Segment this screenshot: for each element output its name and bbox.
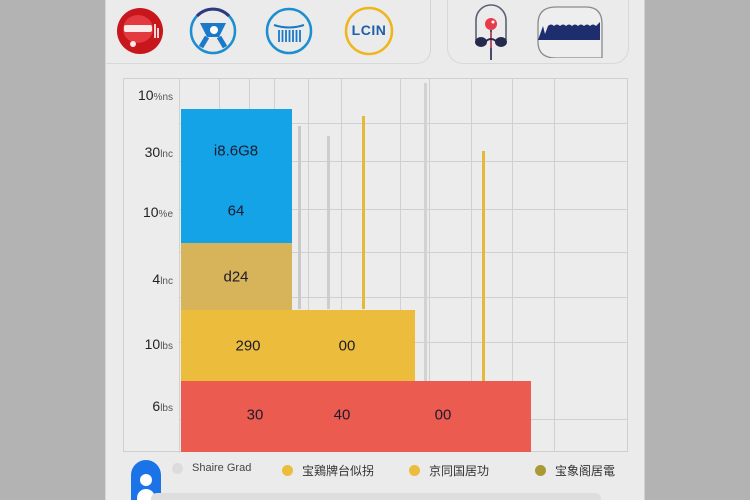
legend-item[interactable]: 宝象阁居電 — [535, 462, 615, 479]
bar-yellow[interactable]: 290 00 — [181, 310, 415, 381]
grid-line — [180, 123, 628, 124]
grid-line — [554, 79, 555, 451]
y-tick: 10lbs — [144, 336, 173, 352]
bar-label: 64 — [227, 202, 245, 220]
y-tick: 4lnc — [152, 271, 173, 287]
legend-label: Shaire Grad — [192, 462, 252, 474]
bar-label: 00 — [434, 406, 452, 424]
y-axis: 10%ns 30lnc 10%e 4lnc 10lbs 6lbs — [124, 79, 180, 453]
y-tick: 30lnc — [144, 144, 173, 160]
grid-line — [308, 79, 309, 451]
bar-label: i8.6G8 — [213, 142, 259, 160]
y-tick: 10%e — [142, 204, 173, 220]
bar-red[interactable]: 30 40 00 — [181, 381, 531, 452]
blue-bowl-button[interactable] — [188, 6, 238, 56]
legend-item[interactable]: 京同国居功 — [409, 462, 489, 479]
toolbar-group-left: LCIN — [106, 0, 431, 64]
bar-blue[interactable]: i8.6G8 64 — [181, 109, 292, 243]
lcin-label: LCIN — [351, 22, 387, 38]
reference-line — [298, 126, 301, 309]
grid-line — [180, 209, 628, 210]
blue-bowl-icon — [188, 6, 238, 56]
legend-dot — [172, 462, 183, 474]
grid-line — [429, 79, 430, 451]
legend-dot — [282, 465, 293, 476]
pin-lamp-button[interactable] — [466, 4, 516, 60]
red-bucket-button[interactable] — [116, 6, 166, 56]
legend-dot — [535, 465, 546, 476]
lcin-badge-icon: LCIN — [344, 6, 394, 56]
bar-khaki[interactable]: d24 — [181, 243, 292, 310]
chart-card: LCIN — [105, 0, 645, 500]
y-tick: 10%ns — [137, 87, 173, 103]
wave-panel-icon — [534, 4, 606, 58]
legend-dot — [409, 465, 420, 476]
comb-icon — [264, 6, 314, 56]
reference-line — [482, 151, 485, 381]
reference-line — [424, 83, 427, 381]
reference-line — [362, 116, 365, 309]
grid-line — [471, 79, 472, 451]
wave-panel-button[interactable] — [530, 4, 610, 58]
comb-button[interactable] — [264, 6, 314, 56]
bar-label: 30 — [246, 406, 264, 424]
grid-line — [180, 161, 628, 162]
legend-item[interactable]: 宝鶏牌台似拐 — [282, 462, 374, 479]
reference-line — [327, 136, 330, 309]
grid-line — [512, 79, 513, 451]
legend-label: 宝象阁居電 — [555, 464, 616, 478]
red-bucket-icon — [116, 6, 166, 56]
grid-line — [180, 252, 628, 253]
bar-label: d24 — [223, 268, 249, 286]
toolbar: LCIN — [106, 0, 646, 66]
pin-lamp-icon — [466, 2, 516, 60]
legend-item[interactable]: Shaire Grad — [172, 462, 251, 474]
bottom-scroll-strip[interactable] — [151, 493, 601, 500]
bar-label: 290 — [235, 337, 261, 355]
toolbar-group-right — [447, 0, 629, 64]
lcin-button[interactable]: LCIN — [344, 6, 394, 56]
grid-line — [180, 297, 628, 298]
user-fab-button[interactable] — [131, 460, 161, 500]
y-tick: 6lbs — [152, 398, 173, 414]
bar-label: 00 — [338, 337, 356, 355]
legend-label: 宝鶏牌台似拐 — [302, 464, 375, 478]
grid-line — [341, 79, 342, 451]
grid-line — [400, 79, 401, 451]
chart-plot-area: 10%ns 30lnc 10%e 4lnc 10lbs 6lbs — [123, 78, 628, 453]
legend-label: 京同国居功 — [429, 464, 490, 478]
bar-label: 40 — [333, 406, 351, 424]
